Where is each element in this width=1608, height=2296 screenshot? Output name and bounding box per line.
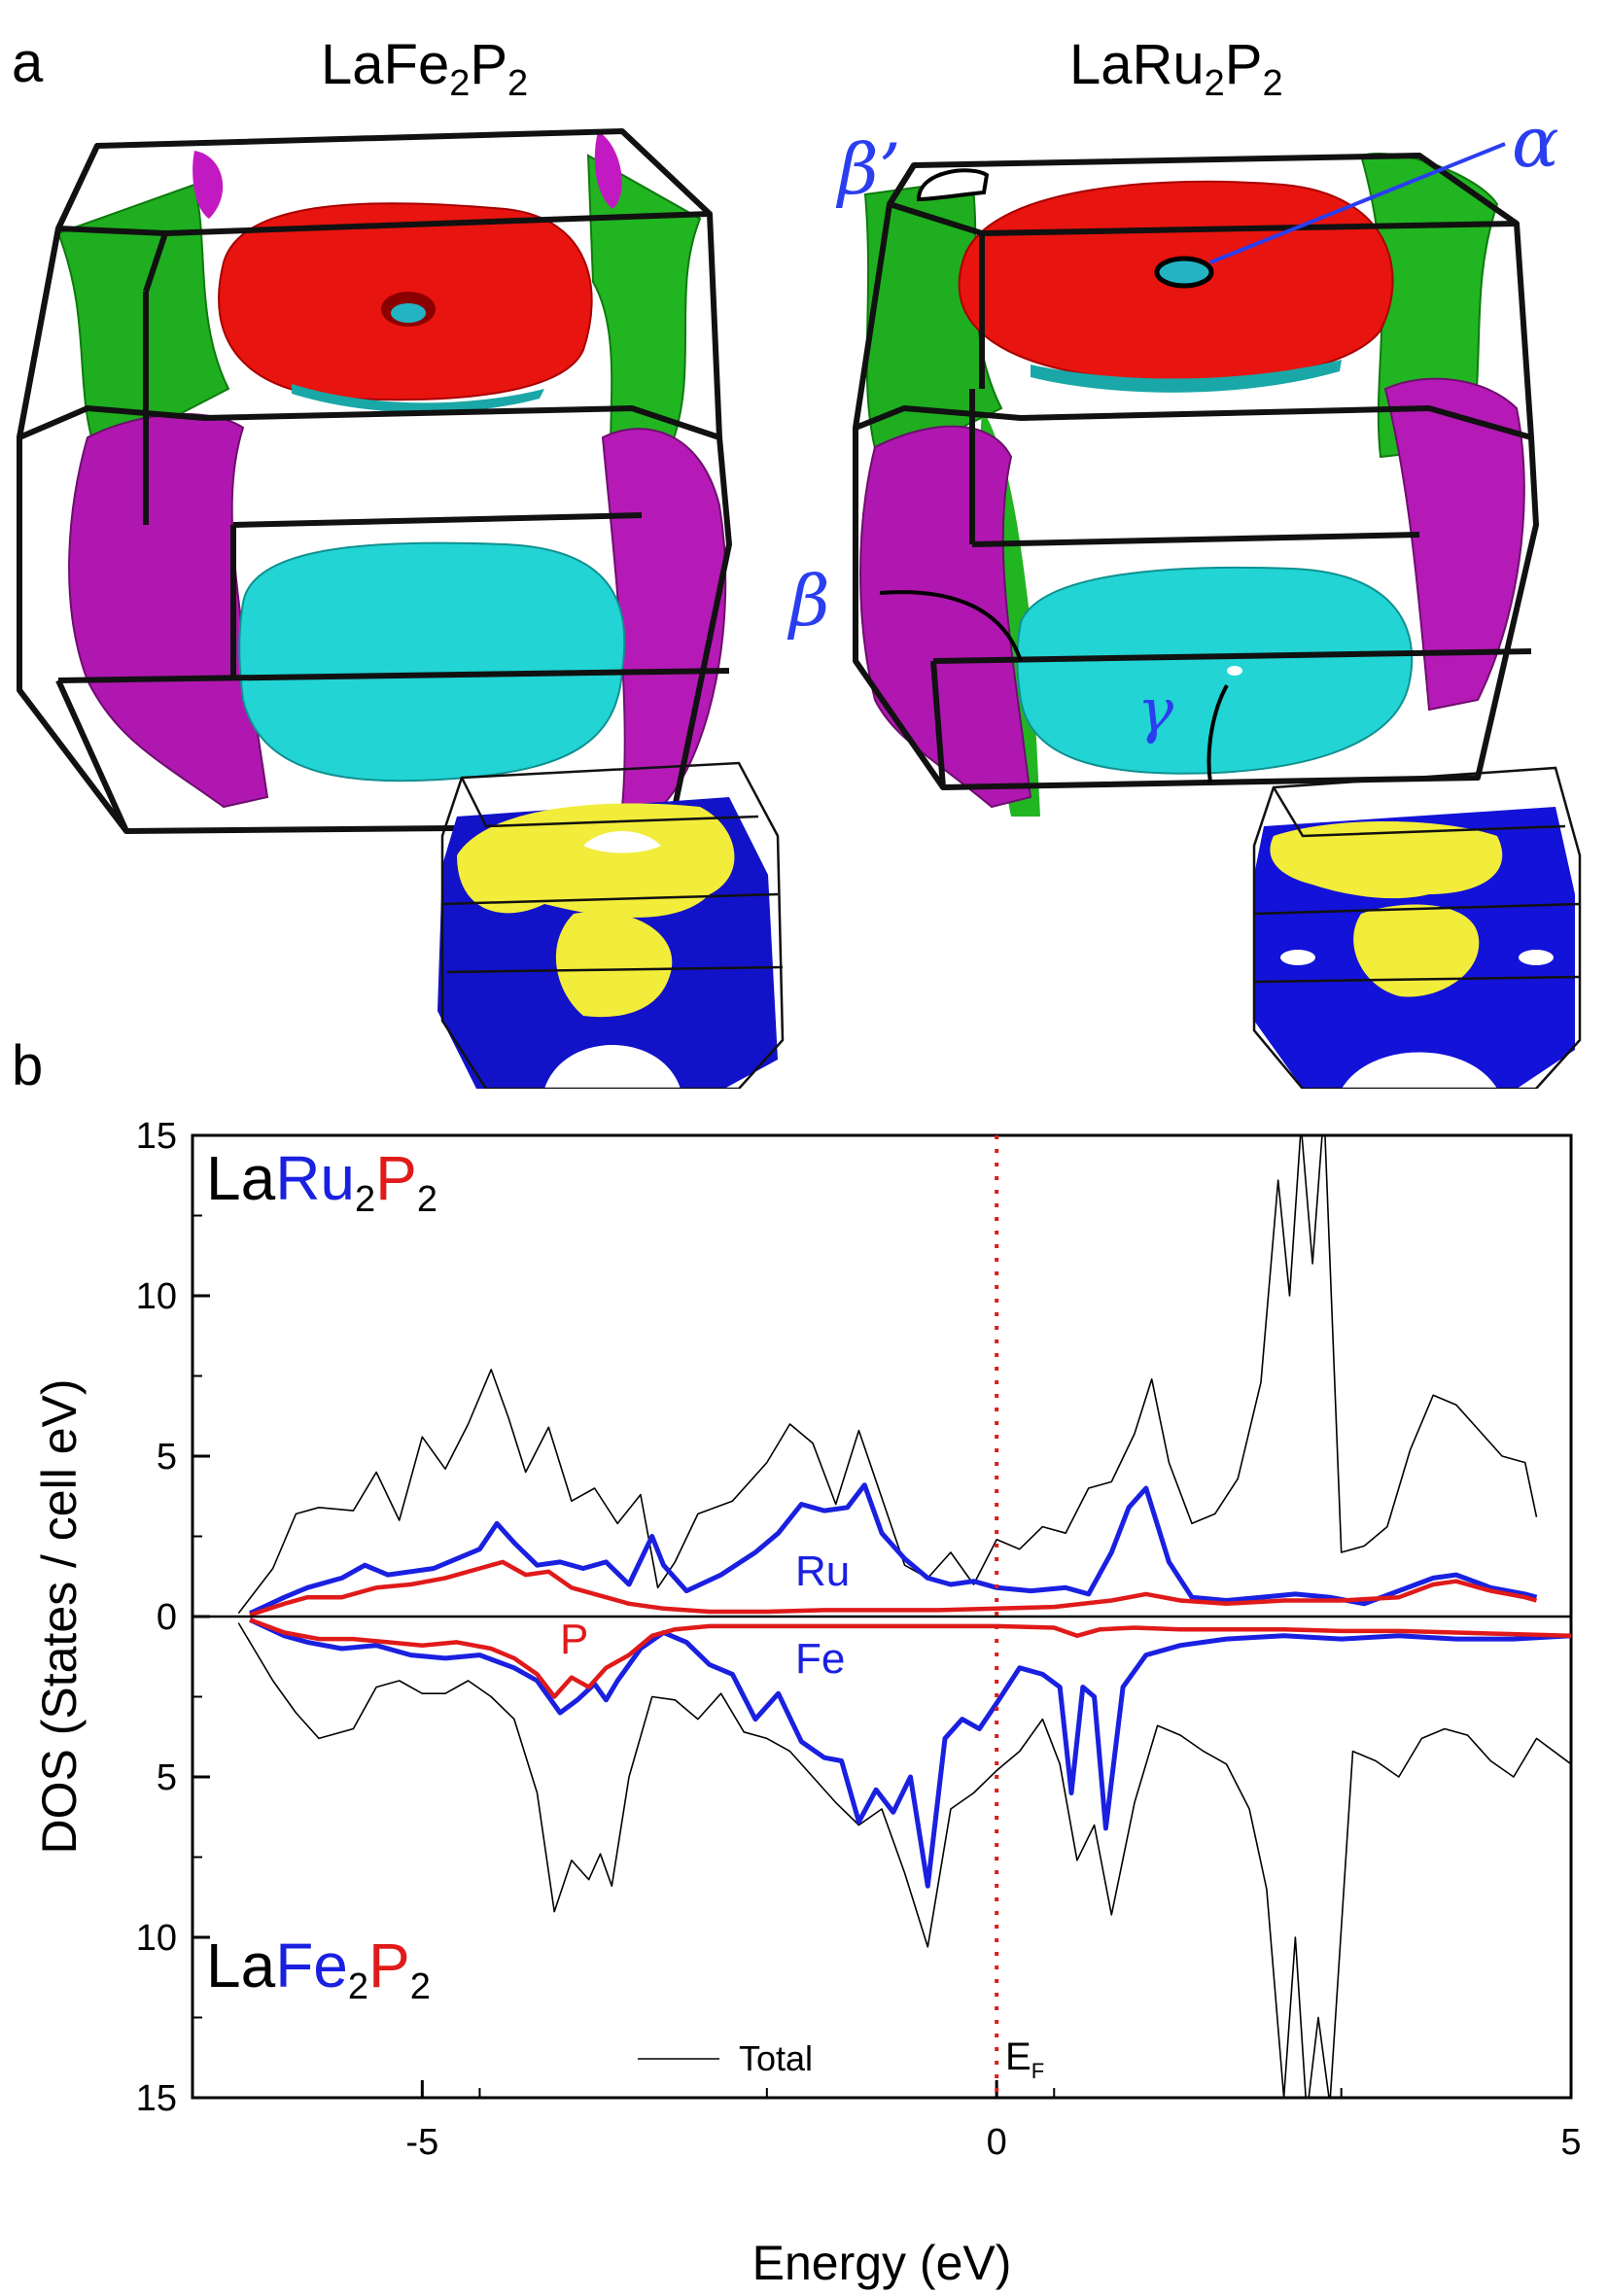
compound-la: La (206, 1143, 276, 1213)
red-sheet-underside (292, 384, 544, 413)
y-tick-label: 15 (136, 2078, 177, 2119)
inset-left-cage (440, 761, 785, 1089)
compound-mid: P (1224, 33, 1263, 96)
compound-sub: 2 (507, 63, 529, 104)
alpha-pointer-line (1209, 142, 1506, 264)
inset-right-hole-right (1519, 950, 1554, 965)
dos-series-total-top (237, 1135, 1538, 1615)
alpha-orbit (1154, 256, 1214, 289)
inset-left-white-bottom (544, 1045, 681, 1089)
dos-curves (237, 1135, 1571, 2098)
magenta-sheet-right-ru (1383, 377, 1525, 712)
y-tick-label: 5 (157, 1757, 177, 1798)
compound-sub: 2 (1204, 63, 1225, 104)
red-sheet-underside-ru (1031, 360, 1342, 393)
beta-orbit (879, 590, 1023, 662)
dos-bottom-compound: LaFe2P2 (206, 1934, 431, 2005)
lafe2p2-fermi-surface (17, 128, 732, 834)
inset-right-cage (1252, 766, 1582, 1089)
x-tick-label: -5 (405, 2122, 438, 2163)
inset-left (437, 761, 785, 1089)
laru2p2-fermi-surface (853, 142, 1539, 817)
ru-curve-label: Ru (795, 1548, 851, 1595)
x-tick-label: 5 (1560, 2122, 1581, 2163)
alpha-label: α (1512, 101, 1559, 183)
magenta-sheet-left-ru (859, 425, 1032, 809)
dos-series-p-bottom (249, 1618, 1571, 1699)
y-axis-title: DOS (States / cell eV) (32, 1378, 87, 1854)
gamma-orbit (1206, 684, 1229, 783)
inset-right-white-bottom (1342, 1052, 1497, 1089)
y-tick-label: 5 (157, 1437, 177, 1478)
legend-total-label: Total (739, 2038, 813, 2078)
y-tick-label: 0 (157, 1597, 177, 1638)
x-axis-title: Energy (eV) (752, 2236, 1012, 2290)
cyan-sheet-ru-hole (1227, 666, 1242, 676)
brillouin-zone-cage-right (853, 153, 1539, 790)
fe-curve-label: Fe (795, 1635, 846, 1683)
compound-metal: Fe (275, 1931, 348, 2000)
beta-label: β (789, 560, 830, 642)
fermi-surface-figure (17, 128, 1582, 1089)
inset-left-white-top (583, 831, 661, 853)
dos-series-total-bottom (237, 1622, 1571, 2098)
compound-p: P (368, 1931, 410, 2000)
inset-right-hole-left (1280, 950, 1315, 965)
dos-series-ru-top (249, 1482, 1538, 1616)
panel-a-letter: a (12, 31, 44, 94)
inset-left-yellow-top (457, 803, 735, 918)
p-curve-label: P (560, 1616, 589, 1663)
compound-main: LaFe (321, 33, 450, 96)
y-tick-label: 15 (136, 1116, 177, 1157)
ef-sub: F (1031, 2059, 1045, 2083)
dos-chart: -5 0 5 15 10 5 0 5 10 15 Total Energy (eV) DOS (S… (32, 1116, 1582, 2290)
compound-sub: 2 (355, 1179, 376, 1220)
ef-main: E (1005, 2035, 1031, 2078)
compound-mid: P (470, 33, 508, 96)
y-tick-label: 10 (136, 1918, 177, 1959)
compound-p: P (375, 1143, 417, 1213)
dos-top-compound: LaRu2P2 (206, 1147, 437, 1218)
compound-main: LaRu (1069, 33, 1205, 96)
compound-sub: 2 (409, 1966, 431, 2007)
inset-right-yellow-top (1270, 821, 1503, 899)
axis-ticks: -5 0 5 15 10 5 0 5 10 15 (136, 1116, 1582, 2163)
y-tick-label: 10 (136, 1276, 177, 1317)
gamma-label: γ (1137, 675, 1174, 746)
magenta-cap-right (594, 131, 622, 209)
beta-prime-orbit (916, 168, 990, 202)
compound-sub: 2 (347, 1966, 369, 2007)
cyan-sheet (238, 541, 626, 783)
beta-prime-label: β’ (838, 128, 901, 210)
dos-series-fe-bottom (249, 1618, 1571, 1889)
magenta-sheet-left (68, 413, 269, 809)
lafe2p2-title: LaFe2P2 (321, 37, 529, 104)
dos-series-p-top (249, 1559, 1538, 1618)
x-tick-label: 0 (987, 2122, 1007, 2163)
red-sheet-hole-inner (391, 303, 426, 323)
inset-right (1252, 766, 1582, 1089)
compound-la: La (206, 1931, 276, 2000)
compound-sub: 2 (1262, 63, 1283, 104)
cyan-sheet-ru (1016, 566, 1414, 775)
fermi-level-label: EF (1005, 2035, 1044, 2084)
compound-sub: 2 (449, 63, 471, 104)
inset-left-yellow-center (555, 912, 673, 1018)
inset-right-yellow-center (1353, 904, 1480, 997)
panel-b-letter: b (12, 1034, 44, 1097)
magenta-cap-left (192, 151, 224, 219)
compound-sub: 2 (416, 1179, 437, 1220)
laru2p2-title: LaRu2P2 (1069, 37, 1283, 104)
compound-metal: Ru (275, 1143, 355, 1213)
